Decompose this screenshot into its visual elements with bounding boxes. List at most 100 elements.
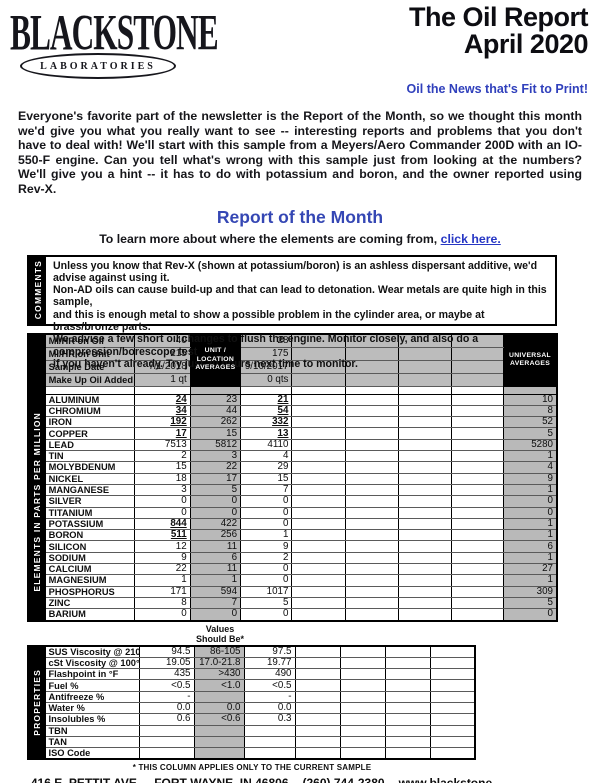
empty-cell [398,483,452,497]
learn-more-text: To learn more about where the elements a… [99,231,441,246]
universal-cell: 52 [503,416,558,429]
avg-cell: 0 [189,608,242,621]
universal-cell: 1 [503,529,558,542]
current-cell: 24 [134,393,191,406]
previous-cell: 29 [240,461,293,474]
empty-cell [398,585,452,598]
empty-cell [291,346,346,361]
previous-cell [243,724,296,737]
blackstone-logo: BLACKSTONE LABORATORIES [10,4,219,96]
info-row: MI/HR on Unit 215 175 [28,346,557,361]
current-cell: 15 [134,461,191,474]
element-name: SODIUM [44,551,136,565]
empty-cell [450,596,505,610]
empty-cell [344,495,400,508]
empty-cell [450,551,505,565]
empty-cell [384,724,431,737]
empty-cell [291,404,346,418]
empty-cell [291,385,346,395]
element-name: IRON [44,416,136,429]
empty-cell [291,574,346,587]
click-here-link[interactable]: click here. [440,231,501,246]
logo-oval-label: LABORATORIES [20,53,176,79]
current-cell: 0 [134,506,191,519]
empty-cell [294,724,341,737]
comment-line: and this is enough metal to show a possi… [53,308,485,334]
empty-cell [384,747,431,760]
universal-cell: 27 [503,563,558,576]
empty-cell [450,563,505,576]
empty-cell [398,540,452,553]
empty-cell [450,461,505,474]
empty-cell [398,517,452,531]
empty-cell [344,404,400,418]
empty-cell [44,385,136,395]
universal-cell: 0 [503,495,558,508]
empty-cell [344,574,400,587]
previous-cell: 0.3 [243,713,296,726]
current-cell: 1 qt [134,372,191,387]
website-url: www.blackstone-labs.com [230,776,497,783]
empty-cell [450,372,505,387]
empty-cell [429,690,476,703]
comment-line: We advise a few short oil changes to flu… [53,333,479,358]
empty-cell [344,529,400,542]
empty-cell [294,690,341,703]
property-row: ISO Code [28,747,476,760]
element-name: MANGANESE [44,483,136,497]
newsletter-date: April 2020 [463,29,589,59]
empty-cell [398,372,452,387]
avg-cell: 262 [189,416,242,429]
empty-cell [429,645,476,658]
empty-cell [398,596,452,610]
empty-cell [291,427,346,440]
universal-cell: 0 [503,506,558,519]
properties-side-label: PROPERTIES [31,669,42,736]
avg-cell: 11 [189,540,242,553]
current-cell: - [138,690,195,703]
empty-cell [339,735,386,749]
property-name: TBN [44,724,140,737]
empty-cell [134,385,191,395]
previous-cell [243,747,296,760]
empty-cell [344,385,400,395]
previous-cell: 7 [240,483,293,497]
empty-cell [450,404,505,418]
empty-cell [339,645,386,658]
avg-cell: 17 [189,472,242,485]
current-cell: 192 [134,416,191,429]
empty-cell [339,690,386,703]
empty-cell [429,679,476,692]
row-label-cell: Sample Date [44,359,136,374]
element-row: SILVER 0 0 0 0 [28,495,558,508]
empty-cell [429,724,476,737]
comment-line: Non-AD oils can cause build-up and that … [53,284,547,309]
separator-row [28,385,558,395]
element-name: LEAD [44,438,136,452]
property-row: Flashpoint in °F 435 >430 490 [28,668,476,681]
info-row: Sample Date 7/1/2018 9/10/2017 [28,359,557,374]
current-cell: 34 [134,404,191,418]
property-row: TBN [28,724,476,737]
empty-cell [450,385,505,395]
avg-cell: 5812 [189,438,242,452]
current-cell: <0.5 [138,679,195,692]
universal-cell: 1 [503,551,558,565]
empty-cell [291,472,346,485]
should-be-cell: 86-105 [193,645,245,658]
universal-cell: 9 [503,472,558,485]
previous-cell: 28 [240,333,293,348]
address-line: 416 E. PETTIT AVE. FORT WAYNE, IN 46806 (2… [0,776,520,783]
city-state-zip: FORT WAYNE, IN 46806 [154,776,288,783]
empty-cell [291,506,346,519]
current-cell: 435 [138,668,195,681]
current-cell: 0.6 [138,713,195,726]
current-cell: 511 [134,529,191,542]
universal-cell: 0 [503,608,558,621]
empty-cell [291,529,346,542]
element-row: SODIUM 9 6 2 1 [28,551,558,565]
element-name: TIN [44,450,136,463]
property-row: Antifreeze % - - [28,690,476,703]
empty-cell [450,517,505,531]
